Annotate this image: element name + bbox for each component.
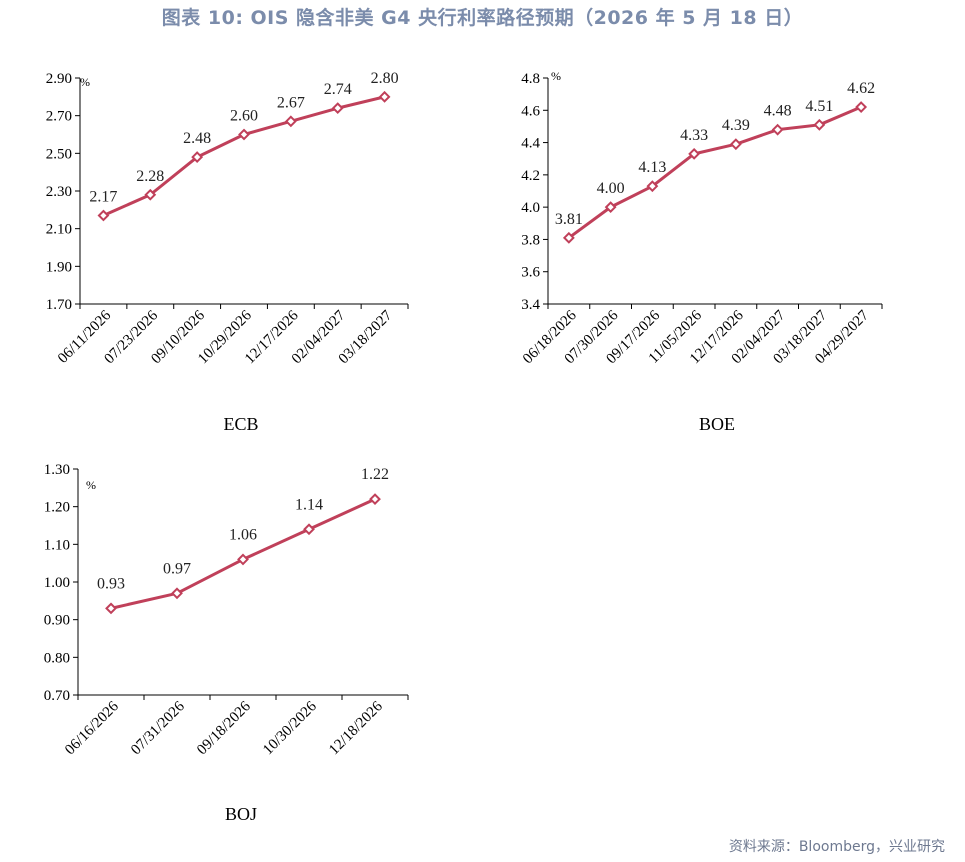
boe-data-label: 4.62 (847, 80, 875, 97)
boj-data-label: 0.97 (163, 560, 191, 577)
boe-data-label: 4.39 (722, 117, 750, 134)
ecb-data-point (238, 128, 250, 141)
boj-y-tick-label: 0.90 (44, 613, 70, 629)
boe-data-point (688, 147, 701, 160)
ecb-data-point (144, 188, 157, 201)
ecb-data-point (331, 102, 344, 115)
boj-data-point (237, 553, 249, 566)
ecb-data-label: 2.67 (277, 94, 305, 111)
boe-data-point (855, 101, 868, 113)
boj-y-tick-label: 1.10 (44, 537, 70, 553)
boj-y-tick-label: 1.00 (44, 575, 70, 591)
ecb-y-tick-label: 1.90 (46, 259, 72, 275)
boe-data-point (771, 123, 784, 136)
boe-data-label: 4.48 (764, 103, 792, 120)
boj-data-label: 1.06 (229, 526, 257, 543)
ecb-data-label: 2.28 (136, 168, 164, 185)
boe-y-tick-label: 3.6 (521, 265, 540, 281)
boe-data-label: 3.81 (555, 211, 583, 228)
boj-x-tick-label: 12/18/2026 (326, 698, 386, 758)
boe-data-point (729, 138, 742, 151)
boj-data-point (369, 493, 381, 506)
ecb-y-tick-label: 2.50 (46, 146, 72, 162)
ecb-chart-title: ECB (223, 414, 258, 434)
boe-data-label: 4.33 (680, 127, 708, 144)
ecb-y-tick-label: 2.90 (46, 71, 72, 87)
boe-y-tick-label: 4.0 (521, 200, 540, 216)
boj-y-tick-label: 0.70 (44, 688, 70, 704)
ecb-data-label: 2.74 (324, 81, 352, 98)
boe-data-label: 4.13 (638, 159, 666, 176)
ecb-unit-label: % (80, 75, 90, 89)
ecb-data-label: 2.60 (230, 108, 258, 125)
boj-x-tick-label: 07/31/2026 (128, 698, 188, 758)
ecb-data-point (284, 115, 297, 128)
boe-y-tick-label: 4.8 (521, 71, 540, 87)
boe-data-point (562, 231, 575, 244)
boe-chart-title: BOE (699, 414, 735, 434)
boj-y-tick-label: 0.80 (44, 650, 70, 666)
boj-data-point (171, 587, 183, 600)
boj-x-tick-label: 10/30/2026 (260, 698, 320, 758)
boe-y-tick-label: 4.6 (521, 103, 540, 119)
ecb-y-tick-label: 2.30 (46, 184, 72, 200)
ecb-data-point (191, 151, 204, 164)
boe-y-tick-label: 3.8 (521, 232, 540, 248)
boj-data-label: 1.22 (361, 466, 389, 483)
boe-data-point (646, 180, 659, 193)
boj-y-tick-label: 1.30 (44, 462, 70, 478)
boj-data-point (303, 523, 315, 536)
boj-data-label: 0.93 (97, 575, 125, 592)
ecb-data-label: 2.48 (183, 130, 211, 147)
boj-y-tick-label: 1.20 (44, 500, 70, 516)
boe-y-tick-label: 4.2 (521, 168, 540, 184)
source-note: 资料来源：Bloomberg，兴业研究 (728, 839, 945, 855)
ecb-data-label: 2.17 (89, 188, 117, 205)
boe-series-line (567, 105, 862, 240)
figure-title: 图表 10: OIS 隐含非美 G4 央行利率路径预期（2026 年 5 月 1… (161, 7, 804, 29)
boj-x-tick-label: 09/18/2026 (194, 698, 254, 758)
boj-data-label: 1.14 (295, 496, 323, 513)
boe-data-label: 4.51 (805, 98, 833, 115)
ecb-y-tick-label: 1.70 (46, 297, 72, 313)
ecb-y-tick-label: 2.10 (46, 222, 72, 238)
ecb-data-point (97, 209, 110, 222)
boe-data-point (813, 118, 826, 131)
boe-data-label: 4.00 (597, 180, 625, 197)
ecb-data-point (378, 90, 391, 103)
boe-unit-label: % (551, 69, 561, 83)
boj-data-point (105, 602, 117, 615)
ecb-data-label: 2.80 (371, 70, 399, 87)
ecb-y-tick-label: 2.70 (46, 109, 72, 125)
boj-chart-title: BOJ (225, 804, 257, 824)
boj-unit-label: % (86, 478, 96, 492)
boe-y-tick-label: 4.4 (521, 136, 540, 152)
boj-x-tick-label: 06/16/2026 (62, 698, 122, 758)
boe-data-point (604, 201, 617, 214)
boe-y-tick-label: 3.4 (521, 297, 540, 313)
